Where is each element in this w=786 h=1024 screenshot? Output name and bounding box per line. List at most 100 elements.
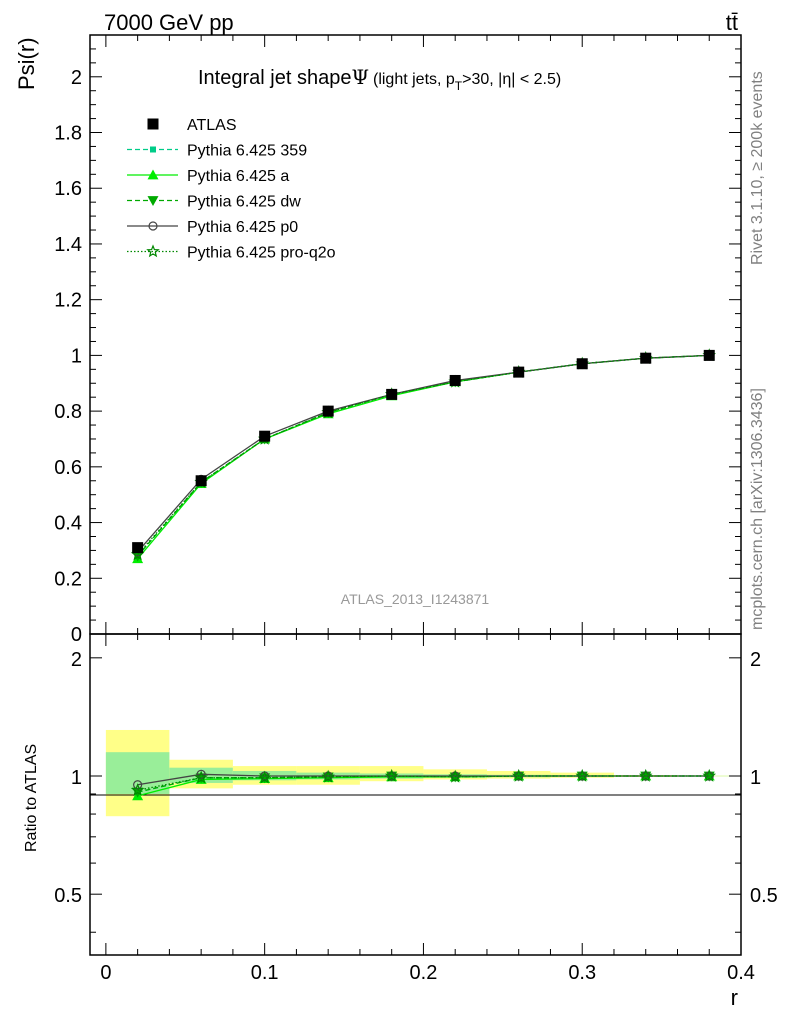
- ratio-series-line: [137, 775, 710, 791]
- ratio-data-point: [448, 769, 462, 783]
- x-tick-label: 0: [100, 962, 111, 984]
- series-line: [137, 354, 710, 556]
- legend-item: Pythia 6.425 a: [127, 168, 289, 185]
- legend-label: Pythia 6.425 359: [187, 143, 307, 160]
- atlas-data-point: [703, 349, 715, 361]
- main-y-tick-label: 1: [71, 345, 82, 367]
- main-y-tick-label: 2: [71, 67, 82, 89]
- legend-item: Pythia 6.425 359: [127, 143, 307, 160]
- ratio-y-tick-label-right: 2: [750, 649, 761, 671]
- legend-marker: [147, 196, 159, 206]
- main-title: Integral jet shapeΨ (light jets, pT>30, |…: [198, 65, 561, 93]
- main-series-layer: [130, 348, 717, 564]
- process-label: tt̄: [726, 10, 738, 35]
- legend-label: Pythia 6.425 a: [187, 168, 289, 185]
- legend-marker: [148, 221, 158, 231]
- main-axis-ticks: 0 0.2 0.4 0.6 0.8 1 1.2 1.4 1.6 1.8 2: [54, 35, 742, 646]
- series-pythia-6-425-a: [132, 349, 715, 564]
- main-y-tick-label: 0.2: [54, 568, 82, 590]
- main-y-tick-label: 1.8: [54, 123, 82, 145]
- legend: ATLAS Pythia 6.425 359 Pythia 6.425 a Pythi…: [127, 117, 336, 262]
- series-pythia-6-425-pro-q2o: [130, 348, 717, 561]
- main-title-symbol: Ψ: [351, 65, 369, 89]
- atlas-data-point: [640, 352, 652, 364]
- main-title-sub-c: >30, |η| < 2.5): [462, 71, 561, 88]
- main-y-tick-label: 0.8: [54, 401, 82, 423]
- ratio-data-point: [130, 783, 145, 796]
- atlas-data-point: [322, 405, 334, 417]
- atlas-data-point: [195, 475, 207, 487]
- ratio-data-point: [257, 770, 272, 784]
- x-tick-labels: 0 0.1 0.2 0.3 0.4: [100, 962, 755, 984]
- ratio-data-point: [133, 780, 143, 790]
- x-tick-label: 0.3: [568, 962, 596, 984]
- legend-marker: [150, 146, 156, 153]
- ratio-y-tick-label: 1: [71, 767, 82, 789]
- legend-marker: [147, 169, 159, 180]
- main-y-tick-label: 1.2: [54, 290, 82, 312]
- ratio-plot: 0.5 0.5 1 1 2 2 Ratio to ATLAS r 0 0.1 0.2 0.3 0.…: [23, 633, 778, 1010]
- analysis-id: ATLAS_2013_I1243871: [341, 591, 490, 607]
- legend-label: Pythia 6.425 p0: [187, 219, 298, 236]
- ratio-data-point: [194, 770, 208, 784]
- ratio-data-point: [511, 768, 526, 782]
- series-line: [137, 354, 710, 560]
- series-pythia-6-425-dw: [132, 350, 715, 562]
- series-pythia-6-425-p0: [133, 350, 714, 557]
- series-line: [137, 354, 710, 557]
- ratio-series-layer: [130, 768, 717, 801]
- atlas-data-point: [386, 388, 398, 400]
- rivet-label: Rivet 3.1.10, ≥ 200k events: [749, 71, 766, 265]
- ratio-axis-ticks: 0.5 0.5 1 1 2 2: [54, 634, 778, 955]
- legend-item: Pythia 6.425 dw: [127, 194, 301, 211]
- ratio-series-line: [137, 775, 710, 793]
- ratio-data-point: [638, 768, 653, 782]
- mcplots-label: mcplots.cern.ch [arXiv:1306.3436]: [749, 388, 766, 630]
- series-line: [137, 354, 710, 553]
- main-y-tick-label: 1.4: [54, 234, 82, 256]
- ratio-y-tick-label: 2: [71, 649, 82, 671]
- energy-label: 7000 GeV pp: [104, 10, 234, 35]
- atlas-data-point: [449, 374, 461, 386]
- main-title-sub-a: (light jets, p: [373, 71, 455, 88]
- ratio-data-point: [196, 769, 206, 779]
- legend-item: Pythia 6.425 p0: [127, 219, 298, 236]
- legend-marker: [147, 118, 159, 130]
- ratio-series-pythia-6-425-pro-q2o: [130, 768, 717, 796]
- x-tick-label: 0.4: [727, 962, 755, 984]
- main-title-sub-b: T: [455, 79, 463, 93]
- stat-uncertainty-band: [105, 752, 170, 794]
- x-axis-label: r: [731, 985, 738, 1010]
- legend-label: Pythia 6.425 pro-q2o: [187, 245, 336, 262]
- atlas-data-point: [132, 542, 144, 554]
- main-y-tick-label: 0: [71, 624, 82, 646]
- main-y-tick-label: 1.6: [54, 178, 82, 200]
- main-y-tick-label: 0.4: [54, 513, 82, 535]
- legend-item: Pythia 6.425 pro-q2o: [127, 244, 336, 262]
- ratio-data-point: [321, 769, 335, 783]
- ratio-y-tick-label-right: 1: [750, 767, 761, 789]
- ratio-y-tick-label: 0.5: [54, 885, 82, 907]
- atlas-data-point: [513, 366, 525, 378]
- ratio-plot-frame: [89, 633, 742, 956]
- atlas-data-point: [259, 430, 271, 442]
- ratio-y-label: Ratio to ATLAS: [23, 744, 40, 852]
- legend-label: Pythia 6.425 dw: [187, 194, 301, 211]
- legend-item: ATLAS: [147, 117, 237, 134]
- ratio-data-point: [575, 768, 590, 782]
- ratio-y-tick-label-right: 0.5: [750, 885, 778, 907]
- legend-label: ATLAS: [187, 117, 237, 134]
- main-plot: 0 0.2 0.4 0.6 0.8 1 1.2 1.4 1.6 1.8 2 Psi(r) Integ…: [14, 34, 742, 646]
- atlas-data-point: [576, 358, 588, 370]
- series-atlas: [132, 349, 715, 554]
- x-tick-label: 0.2: [410, 962, 438, 984]
- legend-marker: [146, 244, 160, 258]
- main-title-text: Integral jet shape: [198, 67, 351, 89]
- main-y-label: Psi(r): [14, 37, 39, 90]
- series-line: [137, 354, 710, 557]
- x-tick-label: 0.1: [251, 962, 279, 984]
- main-y-tick-label: 0.6: [54, 457, 82, 479]
- ratio-data-point: [702, 768, 717, 782]
- ratio-data-point: [384, 768, 399, 782]
